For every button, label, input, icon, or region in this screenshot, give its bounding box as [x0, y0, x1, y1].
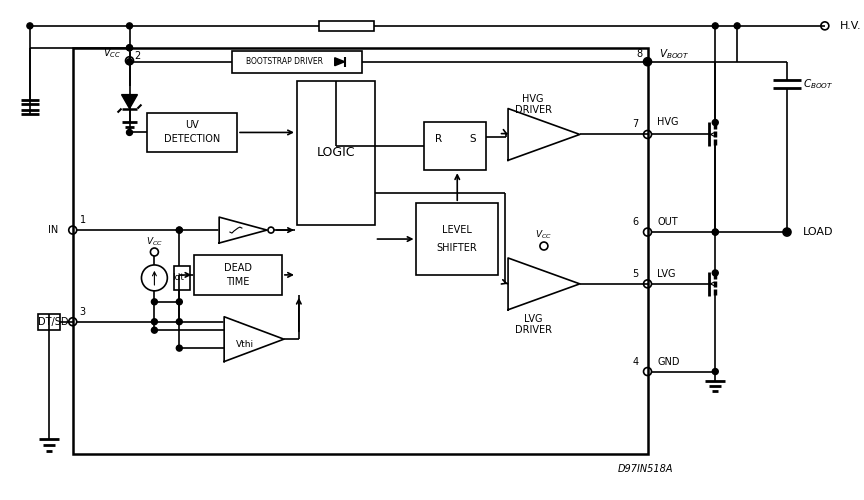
Polygon shape — [508, 108, 580, 160]
Text: HVG: HVG — [658, 118, 679, 128]
Text: DETECTION: DETECTION — [164, 134, 220, 144]
Polygon shape — [224, 316, 284, 362]
Text: IN: IN — [48, 225, 58, 235]
Circle shape — [126, 23, 132, 29]
Bar — [297, 80, 375, 225]
Text: OUT: OUT — [658, 217, 678, 227]
Text: Idt: Idt — [172, 274, 184, 282]
Text: DRIVER: DRIVER — [515, 105, 551, 115]
Text: GND: GND — [658, 356, 680, 366]
Bar — [416, 203, 498, 275]
Text: HVG: HVG — [523, 94, 544, 104]
Circle shape — [176, 227, 182, 233]
Text: SHIFTER: SHIFTER — [437, 243, 478, 253]
Polygon shape — [334, 58, 345, 66]
Text: $C_{BOOT}$: $C_{BOOT}$ — [803, 76, 834, 90]
Circle shape — [151, 299, 157, 305]
Text: LVG: LVG — [524, 314, 543, 324]
Text: D97IN518A: D97IN518A — [618, 464, 673, 474]
Text: 6: 6 — [632, 217, 638, 227]
Circle shape — [176, 345, 182, 351]
Text: 3: 3 — [79, 307, 86, 317]
Circle shape — [126, 45, 132, 51]
Text: $V_{CC}$: $V_{CC}$ — [536, 229, 552, 241]
Circle shape — [176, 318, 182, 324]
Bar — [148, 112, 237, 152]
Text: $V_{BOOT}$: $V_{BOOT}$ — [659, 47, 689, 60]
Bar — [232, 51, 362, 72]
Text: Vthi: Vthi — [236, 340, 254, 348]
Bar — [38, 314, 60, 330]
Text: H.V.: H.V. — [840, 21, 861, 31]
Circle shape — [126, 58, 132, 64]
Circle shape — [734, 23, 740, 29]
Text: LVG: LVG — [658, 269, 676, 279]
Text: DEAD: DEAD — [224, 263, 252, 273]
Bar — [175, 266, 190, 290]
Polygon shape — [122, 94, 137, 108]
Circle shape — [712, 270, 718, 276]
Text: 4: 4 — [632, 356, 638, 366]
Text: UV: UV — [186, 120, 199, 130]
Bar — [424, 122, 486, 170]
Circle shape — [151, 318, 157, 324]
Text: 7: 7 — [632, 120, 638, 130]
Circle shape — [712, 23, 718, 29]
Text: 2: 2 — [134, 50, 141, 60]
Circle shape — [712, 229, 718, 235]
Text: $V_{CC}$: $V_{CC}$ — [146, 236, 163, 248]
Text: LOAD: LOAD — [803, 227, 834, 237]
Text: 5: 5 — [632, 269, 638, 279]
Bar — [194, 255, 282, 295]
Text: DT/SD: DT/SD — [37, 316, 68, 326]
Circle shape — [126, 130, 132, 136]
Bar — [319, 21, 373, 31]
Text: BOOTSTRAP DRIVER: BOOTSTRAP DRIVER — [246, 57, 323, 66]
Text: TIME: TIME — [226, 277, 250, 287]
Circle shape — [712, 229, 718, 235]
Polygon shape — [219, 217, 267, 243]
Text: R: R — [435, 134, 442, 144]
Circle shape — [27, 23, 33, 29]
Circle shape — [712, 120, 718, 126]
Bar — [73, 48, 647, 454]
Text: 8: 8 — [637, 49, 643, 59]
Polygon shape — [508, 258, 580, 310]
Circle shape — [151, 327, 157, 333]
Circle shape — [126, 45, 132, 51]
Text: $V_{CC}$: $V_{CC}$ — [104, 46, 122, 60]
Text: LOGIC: LOGIC — [316, 146, 355, 160]
Circle shape — [712, 368, 718, 374]
Circle shape — [176, 299, 182, 305]
Circle shape — [645, 58, 651, 64]
Text: S: S — [469, 134, 475, 144]
Circle shape — [784, 229, 790, 235]
Text: DRIVER: DRIVER — [515, 324, 551, 334]
Text: 1: 1 — [79, 215, 86, 225]
Circle shape — [176, 227, 182, 233]
Text: LEVEL: LEVEL — [442, 225, 473, 235]
